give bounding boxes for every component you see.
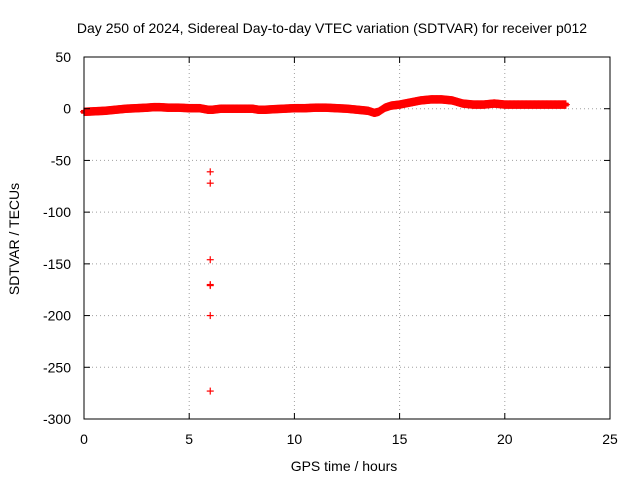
x-tick-label: 5 [185,431,193,447]
y-tick-label: 50 [55,49,71,65]
y-tick-label: -50 [51,152,71,168]
data-point [206,387,214,395]
y-tick-label: -300 [43,411,71,427]
data-point [206,312,214,320]
axes: 50 0 -50 -100 -150 -200 -250 -300 0 5 10 15 20 25 [43,49,618,447]
data-point [206,256,214,264]
y-tick-label: -200 [43,308,71,324]
x-tick-label: 15 [392,431,408,447]
x-tick-label: 10 [287,431,303,447]
plot-frame [83,56,611,420]
chart-title: Day 250 of 2024, Sidereal Day-to-day VTE… [77,20,587,36]
y-tick-label: -150 [43,256,71,272]
x-tick-label: 20 [497,431,513,447]
y-tick-label: -100 [43,204,71,220]
data-point [206,179,214,187]
y-tick-label: -250 [43,359,71,375]
x-axis-label: GPS time / hours [291,458,398,474]
y-axis-label: SDTVAR / TECUs [6,183,22,295]
data-points [80,95,570,395]
grid-lines [84,57,610,419]
y-tick-label: 0 [63,101,71,117]
x-tick-label: 0 [80,431,88,447]
data-point [206,168,214,176]
x-tick-label: 25 [602,431,618,447]
data-point [206,282,214,290]
data-point [562,102,569,109]
